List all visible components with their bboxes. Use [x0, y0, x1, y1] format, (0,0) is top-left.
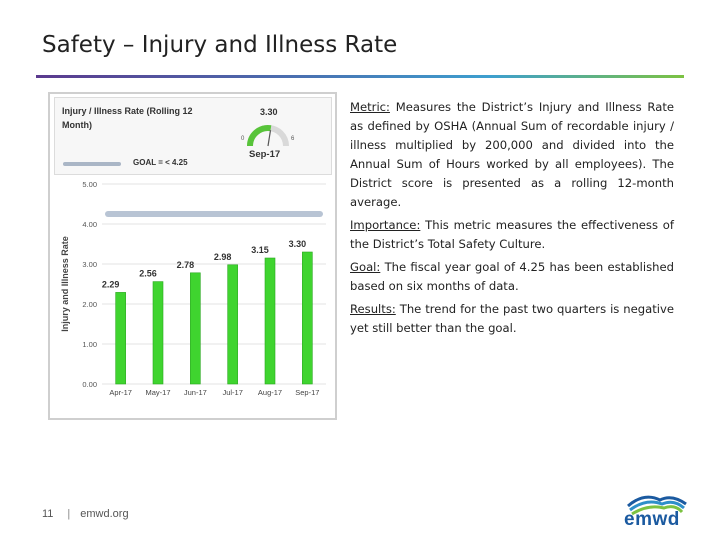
x-tick-label: Aug-17	[258, 388, 282, 397]
bar-may-17	[152, 281, 164, 385]
metric-label: Metric:	[350, 100, 390, 114]
bar-chart: 0.00 1.00 2.00 3.00 4.00 5.00 2.29 2.56 2.78 2.9…	[60, 180, 326, 397]
current-month: Sep-17	[249, 149, 281, 160]
bar-jun-17	[190, 272, 201, 385]
y-tick-label: 4.00	[82, 220, 97, 229]
goal-legend-label: GOAL = < 4.25	[133, 158, 188, 167]
gauge-max-label: 6	[291, 136, 295, 142]
goal-label: Goal:	[350, 260, 381, 274]
goal-body: The fiscal year goal of 4.25 has been es…	[350, 260, 674, 293]
current-value: 3.30	[260, 107, 278, 117]
metric-body: Measures the District’s Injury and Illne…	[350, 100, 674, 209]
gauge-icon: 0 6	[241, 125, 295, 147]
bar-aug-17	[264, 257, 276, 385]
metric-paragraph: Metric: Measures the District’s Injury a…	[350, 98, 674, 212]
page-number: 11	[42, 508, 54, 520]
importance-body: This metric measures the effectiveness o…	[350, 218, 674, 251]
chart-panel-header: Injury / Illness Rate (Rolling 12 Month)…	[54, 97, 332, 175]
slide-title: Safety – Injury and Illness Rate	[42, 32, 398, 58]
goal-legend-line	[63, 162, 121, 166]
bar-value-label: 2.56	[139, 269, 157, 279]
results-label: Results:	[350, 302, 396, 316]
footer: 11 | emwd.org	[42, 508, 129, 520]
description-text: Metric: Measures the District’s Injury a…	[350, 98, 674, 338]
emwd-mountain-logo	[627, 495, 687, 516]
bar-value-label: 2.78	[177, 260, 195, 270]
bar-apr-17	[115, 292, 126, 385]
footer-separator: |	[67, 508, 71, 520]
bar-value-label: 3.15	[251, 245, 269, 255]
y-tick-label: 0.00	[82, 380, 97, 389]
x-tick-label: May-17	[145, 388, 170, 397]
results-paragraph: Results: The trend for the past two quar…	[350, 300, 674, 338]
results-body: The trend for the past two quarters is n…	[350, 302, 674, 335]
title-rule	[36, 75, 684, 78]
footer-site: emwd.org	[80, 508, 129, 520]
x-tick-label: Jul-17	[222, 388, 242, 397]
importance-paragraph: Importance: This metric measures the eff…	[350, 216, 674, 254]
importance-label: Importance:	[350, 218, 421, 232]
bar-value-label: 2.98	[214, 252, 232, 262]
y-axis-label: Injury and Illness Rate	[60, 236, 70, 332]
bar-value-label: 3.30	[289, 239, 307, 249]
x-tick-label: Jun-17	[184, 388, 207, 397]
y-tick-label: 5.00	[82, 180, 97, 189]
x-tick-label: Apr-17	[109, 388, 132, 397]
chart-title: Injury / Illness Rate (Rolling 12 Month)	[62, 106, 193, 130]
bar-jul-17	[227, 264, 238, 385]
chart-panel: Injury / Illness Rate (Rolling 12 Month)…	[48, 92, 337, 420]
bar-sep-17	[302, 251, 313, 385]
y-tick-label: 1.00	[82, 340, 97, 349]
y-tick-label: 3.00	[82, 260, 97, 269]
logo-text: emwd	[624, 509, 680, 530]
y-tick-label: 2.00	[82, 300, 97, 309]
goal-paragraph: Goal: The fiscal year goal of 4.25 has b…	[350, 258, 674, 296]
gauge-min-label: 0	[241, 136, 245, 142]
bar-value-label: 2.29	[102, 279, 120, 289]
x-tick-label: Sep-17	[295, 388, 319, 397]
